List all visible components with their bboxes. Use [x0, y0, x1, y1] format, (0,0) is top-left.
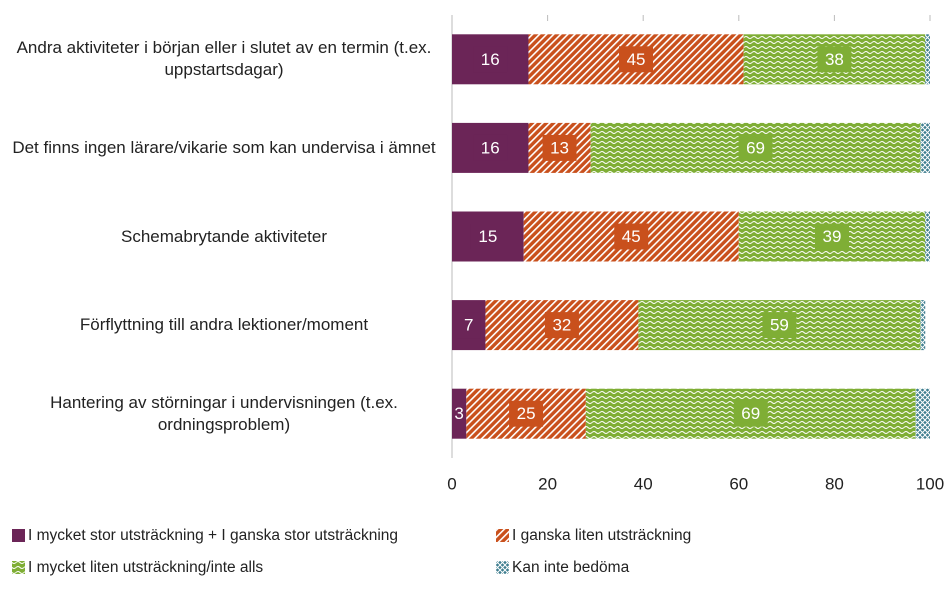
category-label: Förflyttning till andra lektioner/moment: [79, 315, 369, 335]
bar-segment: [915, 388, 930, 439]
data-label-box: [544, 312, 579, 339]
data-label-box: [762, 312, 797, 339]
data-label: 32: [552, 316, 571, 335]
category-label: Schemabrytande aktiviteter: [121, 226, 327, 246]
legend-swatch: [12, 529, 25, 542]
bar-segment: [925, 211, 930, 262]
category-label: Det finns ingen lärare/vikarie som kan u…: [12, 137, 436, 157]
data-label: 16: [481, 138, 500, 157]
x-tick-label: 100: [916, 474, 944, 493]
data-label: 69: [741, 404, 760, 423]
legend-swatch: [12, 561, 25, 574]
category-label: Hantering av störningar i undervisningen…: [50, 392, 398, 434]
data-label: 16: [481, 50, 500, 69]
data-label: 39: [823, 227, 842, 246]
data-label: 15: [478, 227, 497, 246]
x-tick-label: 80: [825, 474, 844, 493]
x-tick-label: 40: [634, 474, 653, 493]
data-label: 38: [825, 50, 844, 69]
data-label-box: [815, 223, 850, 250]
data-label: 45: [627, 50, 646, 69]
data-label-box: [473, 46, 508, 73]
data-label: 13: [550, 138, 569, 157]
x-tick-label: 60: [729, 474, 748, 493]
category-label: Andra aktiviteter i början eller i slute…: [16, 38, 432, 80]
data-label-box: [817, 46, 852, 73]
data-label: 25: [517, 404, 536, 423]
bar-segment: [452, 388, 467, 439]
bar-segment: [920, 300, 926, 351]
data-label-box: [733, 400, 768, 427]
data-label: 69: [746, 138, 765, 157]
data-label-box: [509, 400, 544, 427]
legend-label: I mycket liten utsträckning/inte alls: [28, 559, 264, 576]
data-label: 45: [622, 227, 641, 246]
legend-swatch: [496, 529, 509, 542]
x-tick-label: 20: [538, 474, 557, 493]
data-label-box: [614, 223, 649, 250]
legend-label: I mycket stor utsträckning + I ganska st…: [28, 527, 399, 544]
x-tick-label: 0: [447, 474, 456, 493]
data-label-box: [738, 134, 773, 161]
data-label: 59: [770, 316, 789, 335]
bar-segment: [925, 34, 930, 85]
data-label-box: [542, 134, 577, 161]
bar-segment: [920, 122, 930, 173]
data-label: 7: [464, 316, 473, 335]
data-label-box: [473, 134, 508, 161]
data-label-box: [470, 223, 505, 250]
legend-swatch: [496, 561, 509, 574]
legend-label: I ganska liten utsträckning: [512, 527, 692, 544]
data-label-box: [619, 46, 654, 73]
data-label: 3: [454, 404, 463, 423]
data-label-box: [456, 312, 481, 339]
legend-label: Kan inte bedöma: [512, 559, 630, 576]
